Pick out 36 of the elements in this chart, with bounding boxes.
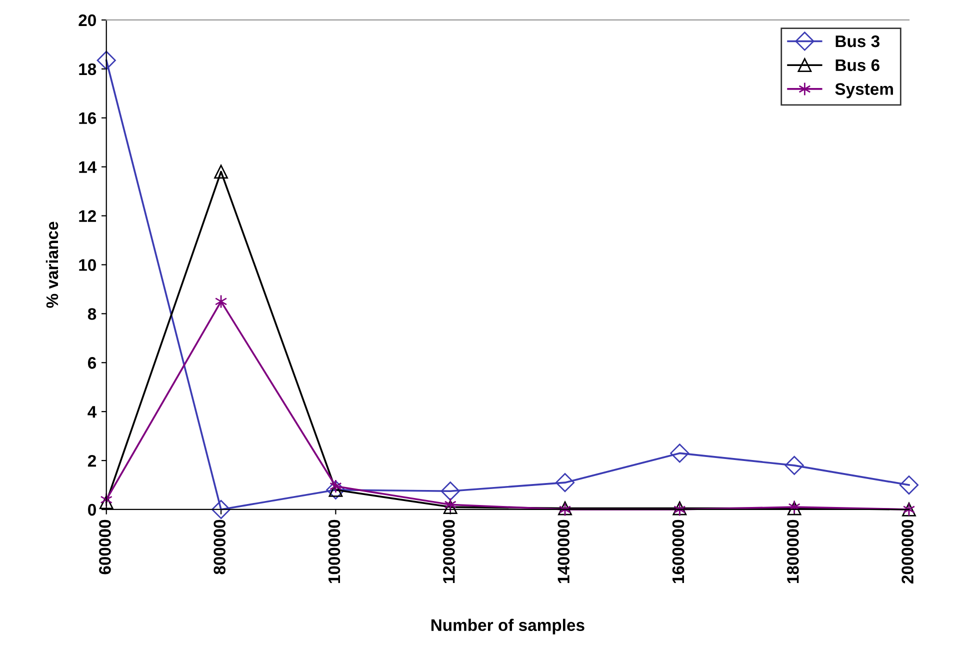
y-tick-label: 8 — [88, 308, 96, 320]
point — [211, 500, 231, 520]
point — [670, 444, 690, 463]
y-tick-label: 2 — [88, 454, 96, 467]
y-tick-label: 4 — [88, 406, 97, 418]
x-tick-label: 600000 — [99, 520, 111, 574]
point — [784, 456, 804, 475]
y-tick-label: 10 — [79, 259, 96, 271]
point — [899, 475, 919, 495]
y-axis-title: % variance — [46, 222, 58, 308]
point — [96, 50, 116, 70]
point — [100, 492, 112, 507]
x-tick-label: 1000000 — [328, 520, 340, 584]
point — [440, 482, 460, 501]
y-tick-label: 14 — [79, 161, 97, 173]
x-tick-label: 1200000 — [443, 520, 455, 584]
y-tick-label: 12 — [79, 210, 96, 222]
point — [214, 294, 228, 308]
point — [555, 473, 575, 492]
x-tick-label: 1600000 — [672, 520, 684, 584]
legend-label: System — [835, 83, 893, 98]
y-tick-label: 0 — [88, 504, 96, 516]
y-tick-label: 16 — [79, 112, 96, 124]
x-tick-label: 1400000 — [558, 520, 570, 584]
x-tick-label: 1800000 — [786, 520, 799, 584]
legend-label: Bus 3 — [836, 35, 880, 48]
point — [443, 500, 458, 514]
y-tick-label: 6 — [88, 357, 96, 369]
y-tick-label: 18 — [79, 63, 96, 76]
point — [214, 164, 228, 179]
y-tick-label: 20 — [78, 14, 96, 26]
x-tick-label: 2000000 — [902, 520, 914, 584]
x-tick-label: 800000 — [214, 520, 226, 574]
legend-label: Bus 6 — [836, 59, 880, 72]
point — [99, 495, 114, 510]
x-axis-title: Number of samples — [431, 618, 584, 634]
